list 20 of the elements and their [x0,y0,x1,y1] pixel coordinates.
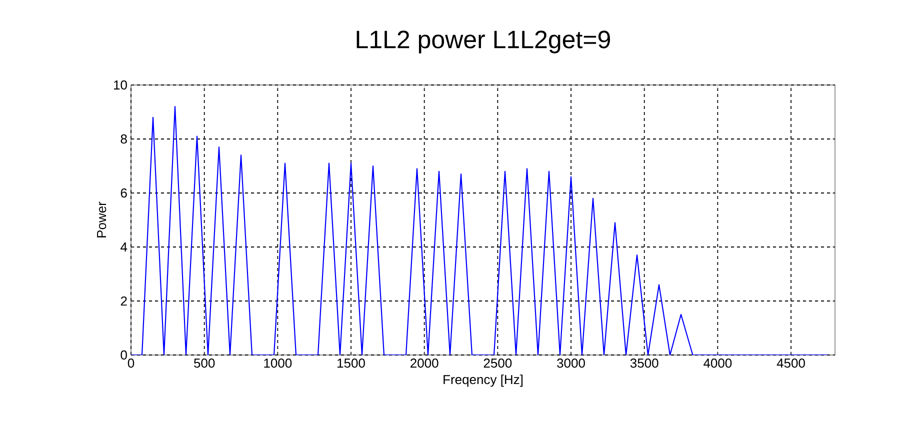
x-axis-title: Freqency [Hz] [444,374,523,387]
y-tick-label: 6 [120,188,127,198]
x-tick-label: 3000 [557,358,585,368]
x-tick-label: 2000 [410,358,438,368]
x-tick-label: 1000 [264,358,292,368]
chart-title: L1L2 power L1L2get=9 [356,30,610,54]
x-tick-label: 0 [128,358,134,368]
y-tick-label: 10 [114,80,127,90]
y-tick-label: 8 [120,134,127,144]
y-tick-label: 2 [120,296,127,306]
y-axis-title: Power [97,202,106,238]
x-tick-label: 2500 [484,358,512,368]
line-series [131,106,828,355]
y-tick-label: 0 [120,350,127,360]
x-tick-label: 1500 [338,358,365,368]
x-tick-label: 500 [194,358,215,368]
x-tick-label: 3500 [630,358,658,368]
x-tick-label: 4000 [704,358,732,368]
y-tick-label: 4 [120,242,128,252]
x-tick-label: 4500 [776,358,805,368]
